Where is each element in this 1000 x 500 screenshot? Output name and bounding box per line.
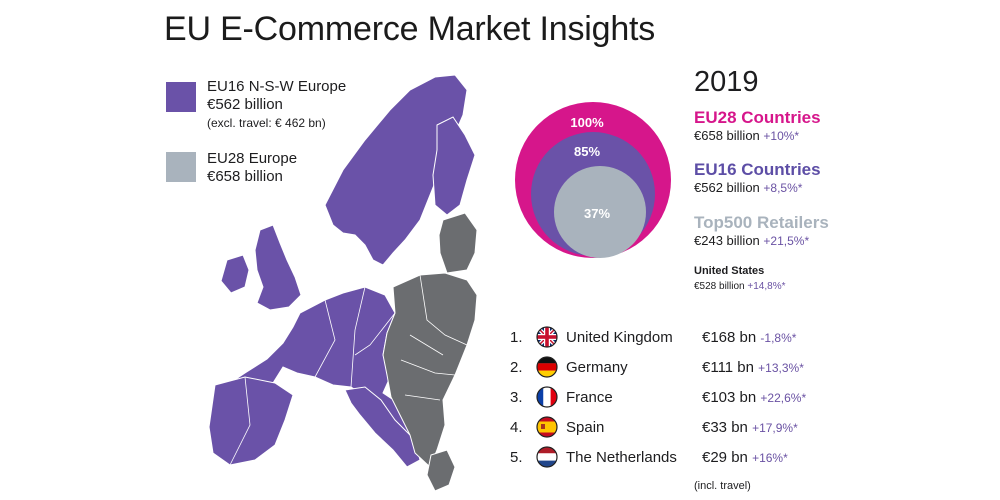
ranking-row-germany: 2. Germany €111 bn +13,3%* [510,356,840,380]
top500-bubble-label: 37% [584,206,610,221]
great-britain-region [254,224,302,311]
uk-flag-icon [536,326,558,348]
country-value-growth: +16%* [752,451,788,465]
eu16-legend: EU16 N-S-W Europe €562 billion (excl. tr… [207,78,346,132]
top500-stat-growth: +21,5%* [763,234,810,248]
country-value: €33 bn +17,9%* [702,419,798,436]
footnote-incl-travel: (incl. travel) [694,480,751,492]
rank-number: 2. [510,359,523,376]
country-value-amount: €111 bn [702,359,754,376]
market-share-bubbles: 100% 85% 37% [515,102,671,258]
eu16-legend-value: €562 billion [207,96,283,113]
country-name: Spain [566,419,605,436]
spain-flag-icon [536,416,558,438]
top500-stat-line: €243 billion +21,5%* [694,233,809,248]
eu16-stat-line: €562 billion +8,5%* [694,180,802,195]
country-value-growth: +17,9%* [752,421,798,435]
top500-stat-heading: Top500 Retailers [694,213,829,232]
ranking-row-netherlands: 5. The Netherlands €29 bn +16%* [510,446,840,470]
country-value-amount: €29 bn [702,449,748,466]
eu16-legend-note: (excl. travel: € 462 bn) [207,116,326,130]
us-stat-line: €528 billion +14,8%* [694,281,785,292]
baltic-region [438,212,478,274]
page-title: EU E-Commerce Market Insights [164,10,656,48]
country-value: €103 bn +22,6%* [702,389,806,406]
country-value-amount: €168 bn [702,329,757,346]
eu28-bubble-label: 100% [570,115,604,130]
top500-bubble [554,166,646,258]
eu16-legend-label: EU16 N-S-W Europe [207,78,347,95]
country-borders [229,274,468,466]
us-stat-value: €528 billion [694,281,745,292]
eu28-legend-value: €658 billion [207,168,283,185]
rank-number: 1. [510,329,523,346]
eastern-europe-region [382,272,478,468]
country-name: France [566,389,613,406]
us-stat-growth: +14,8%* [747,281,786,292]
finland-region [432,116,476,216]
country-name: United Kingdom [566,329,673,346]
country-value-growth: +22,6%* [760,391,807,405]
country-value: €111 bn +13,3%* [702,359,804,376]
year-label: 2019 [694,66,759,98]
eu28-stat-growth: +10%* [763,129,800,143]
iberia-region [208,376,294,466]
europe-map [208,74,478,492]
eu28-stat-line: €658 billion +10%* [694,128,799,143]
eu28-stat-heading: EU28 Countries [694,108,821,127]
country-name: Germany [566,359,628,376]
eu16-legend-swatch [166,82,196,112]
top500-stat-value: €243 billion [694,233,760,248]
ranking-row-france: 3. France €103 bn +22,6%* [510,386,840,410]
eu16-stat-heading: EU16 Countries [694,160,821,179]
rank-number: 4. [510,419,523,436]
eu16-stat-growth: +8,5%* [763,181,803,195]
eu28-legend: EU28 Europe €658 billion [207,150,297,186]
eu16-bubble-label: 85% [574,144,600,159]
country-value-growth: -1,8%* [760,331,797,345]
france-flag-icon [536,386,558,408]
country-value: €29 bn +16%* [702,449,788,466]
country-value-growth: +13,3%* [758,361,804,375]
eu28-legend-label: EU28 Europe [207,150,298,167]
us-stat-heading: United States [694,265,765,277]
country-value-amount: €103 bn [702,389,757,406]
eu28-stat-value: €658 billion [694,128,760,143]
germany-flag-icon [536,356,558,378]
eu16-stat-value: €562 billion [694,180,760,195]
italy-region [344,386,421,468]
eu28-legend-swatch [166,152,196,182]
ireland-region [220,254,250,294]
netherlands-flag-icon [536,446,558,468]
greece-region [426,449,456,492]
ranking-row-uk: 1. United Kingdom €168 bn -1,8%* [510,326,840,350]
country-name: The Netherlands [566,449,677,466]
country-value-amount: €33 bn [702,419,748,436]
rank-number: 3. [510,389,523,406]
rank-number: 5. [510,449,523,466]
country-value: €168 bn -1,8%* [702,329,796,346]
ranking-row-spain: 4. Spain €33 bn +17,9%* [510,416,840,440]
